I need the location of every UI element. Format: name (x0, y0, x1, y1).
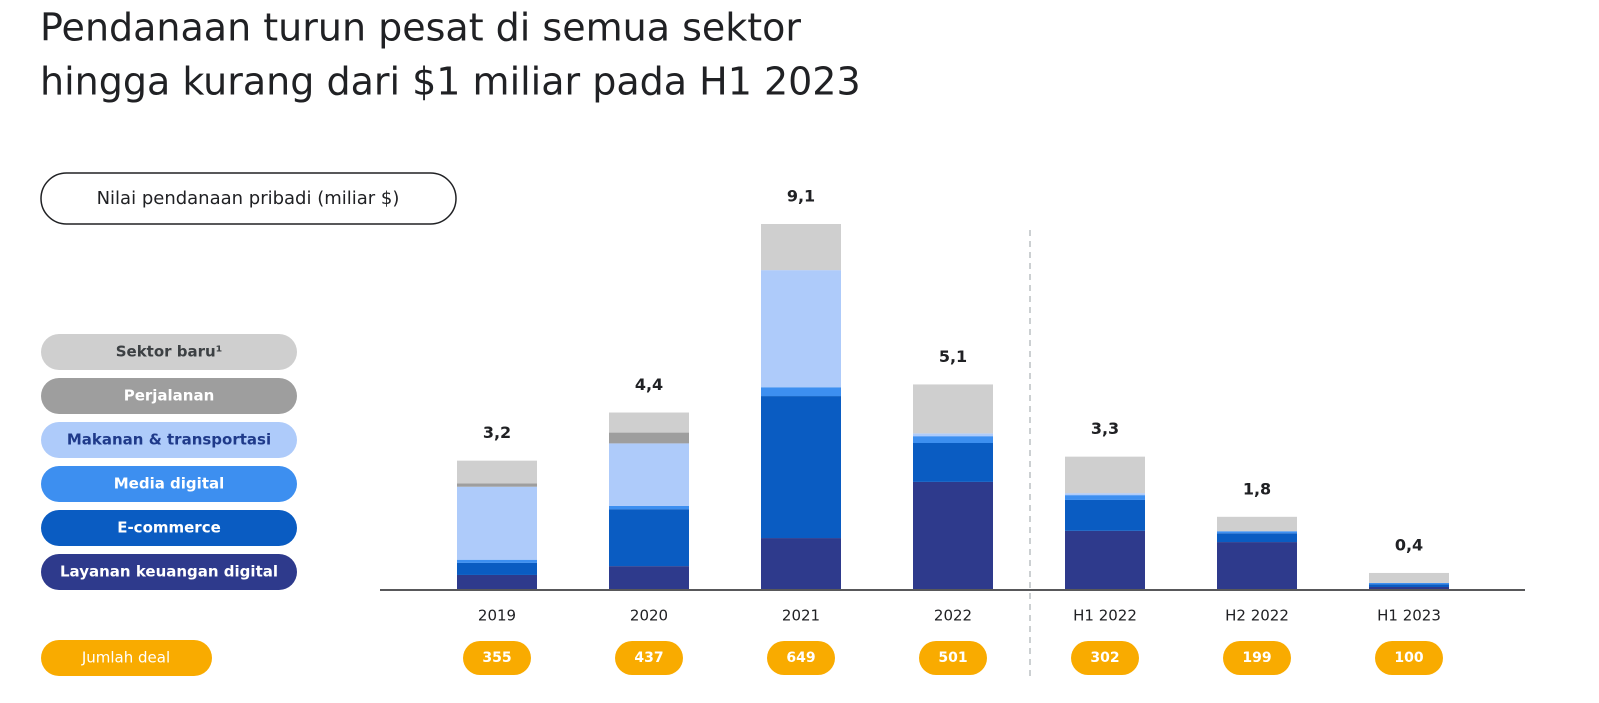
x-tick-label: 2022 (934, 607, 972, 625)
bar-segment (1065, 495, 1145, 500)
bar-segment (1217, 531, 1297, 534)
bar-segment (1065, 493, 1145, 496)
bar-segment (913, 433, 993, 437)
bar-segment (609, 509, 689, 567)
legend-label: Sektor baru¹ (116, 343, 223, 361)
bar-segment (1217, 533, 1297, 543)
bar-segment (761, 224, 841, 271)
x-tick-label: H1 2022 (1073, 607, 1137, 625)
bar-segment (1369, 572, 1449, 583)
legend-pill (41, 466, 297, 502)
bar-segment (1217, 516, 1297, 532)
legend-label: Media digital (114, 475, 225, 493)
total-label: 3,2 (483, 423, 511, 442)
bar-segment (609, 505, 689, 510)
bar-segment (1217, 542, 1297, 589)
chart-title: Pendanaan turun pesat di semua sektor (40, 6, 801, 50)
bar-segment (1369, 584, 1449, 587)
bar-segment (1369, 586, 1449, 589)
total-label: 5,1 (939, 347, 967, 366)
bar-segment (761, 396, 841, 539)
bar-segment (609, 443, 689, 506)
bar-segment (761, 387, 841, 397)
bar-segment (1065, 456, 1145, 494)
deal-count: 199 (1242, 650, 1271, 666)
deal-count: 100 (1394, 650, 1423, 666)
y-label-pill (40, 172, 457, 225)
deal-pill (767, 641, 835, 675)
total-label: 4,4 (635, 375, 663, 394)
deal-pill (615, 641, 683, 675)
deal-count: 355 (482, 650, 511, 666)
bar-segment (913, 384, 993, 434)
deal-count: 501 (938, 650, 967, 666)
x-tick-label: 2021 (782, 607, 820, 625)
deal-count: 437 (634, 650, 663, 666)
legend-label: Perjalanan (124, 387, 215, 405)
x-tick-label: 2020 (630, 607, 668, 625)
bar-segment (761, 538, 841, 589)
x-tick-label: H1 2023 (1377, 607, 1441, 625)
legend-label: E-commerce (117, 519, 221, 537)
bar-segment (913, 481, 993, 589)
bar-segment (457, 460, 537, 484)
legend-pill (41, 554, 297, 590)
legend-pill (41, 334, 297, 370)
total-label: 9,1 (787, 187, 815, 206)
bar-segment (457, 486, 537, 560)
x-tick-label: 2019 (478, 607, 516, 625)
deals-pill (41, 640, 212, 676)
legend-pill (41, 510, 297, 546)
deal-pill (463, 641, 531, 675)
bar-segment (1065, 499, 1145, 531)
deal-count: 649 (786, 650, 815, 666)
deal-pill (919, 641, 987, 675)
legend-label: Layanan keuangan digital (60, 563, 278, 581)
bar-segment (1065, 530, 1145, 589)
total-label: 1,8 (1243, 479, 1271, 498)
bar-segment (457, 574, 537, 589)
bar-segment (761, 270, 841, 388)
bar-segment (457, 562, 537, 575)
bar-segment (913, 436, 993, 443)
deals-label: Jumlah deal (81, 649, 170, 667)
total-label: 3,3 (1091, 419, 1119, 438)
chart-title: hingga kurang dari $1 miliar pada H1 202… (40, 60, 861, 104)
legend-pill (41, 378, 297, 414)
legend-pill (41, 422, 297, 458)
bar-segment (609, 412, 689, 433)
bar-segment (457, 483, 537, 487)
bar-segment (913, 443, 993, 482)
deal-pill (1223, 641, 1291, 675)
bar-segment (1369, 582, 1449, 585)
deal-count: 302 (1090, 650, 1119, 666)
total-label: 0,4 (1395, 535, 1423, 554)
bar-segment (609, 432, 689, 444)
y-axis-label: Nilai pendanaan pribadi (miliar $) (97, 188, 400, 209)
deal-pill (1375, 641, 1443, 675)
bar-segment (457, 559, 537, 563)
legend-label: Makanan & transportasi (67, 431, 271, 449)
deal-pill (1071, 641, 1139, 675)
x-tick-label: H2 2022 (1225, 607, 1289, 625)
bar-segment (609, 566, 689, 589)
